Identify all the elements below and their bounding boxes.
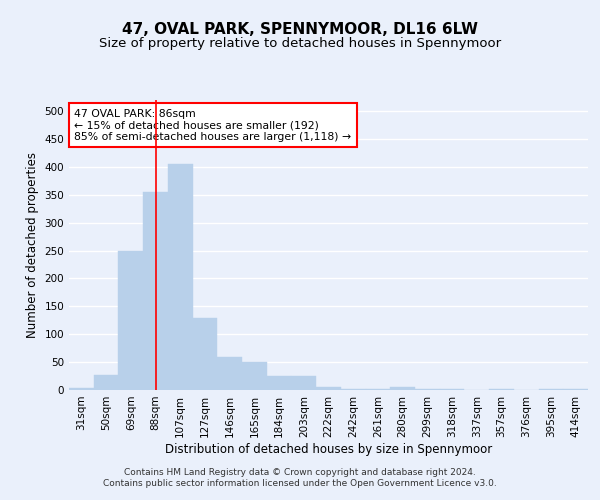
Text: 47, OVAL PARK, SPENNYMOOR, DL16 6LW: 47, OVAL PARK, SPENNYMOOR, DL16 6LW	[122, 22, 478, 38]
Text: Size of property relative to detached houses in Spennymoor: Size of property relative to detached ho…	[99, 38, 501, 51]
Bar	[242, 362, 267, 390]
Bar	[217, 356, 242, 390]
Bar	[292, 376, 316, 390]
X-axis label: Distribution of detached houses by size in Spennymoor: Distribution of detached houses by size …	[165, 442, 492, 456]
Bar	[143, 192, 168, 390]
Bar	[390, 387, 415, 390]
Bar	[193, 318, 217, 390]
Bar	[267, 376, 292, 390]
Bar	[69, 388, 94, 390]
Bar	[94, 375, 118, 390]
Bar	[168, 164, 193, 390]
Bar	[341, 389, 365, 390]
Bar	[539, 389, 563, 390]
Text: Contains HM Land Registry data © Crown copyright and database right 2024.
Contai: Contains HM Land Registry data © Crown c…	[103, 468, 497, 487]
Bar	[489, 389, 514, 390]
Bar	[316, 387, 341, 390]
Text: 47 OVAL PARK: 86sqm
← 15% of detached houses are smaller (192)
85% of semi-detac: 47 OVAL PARK: 86sqm ← 15% of detached ho…	[74, 108, 352, 142]
Bar	[118, 250, 143, 390]
Bar	[365, 389, 390, 390]
Bar	[440, 389, 464, 390]
Bar	[415, 389, 440, 390]
Y-axis label: Number of detached properties: Number of detached properties	[26, 152, 39, 338]
Bar	[563, 389, 588, 390]
